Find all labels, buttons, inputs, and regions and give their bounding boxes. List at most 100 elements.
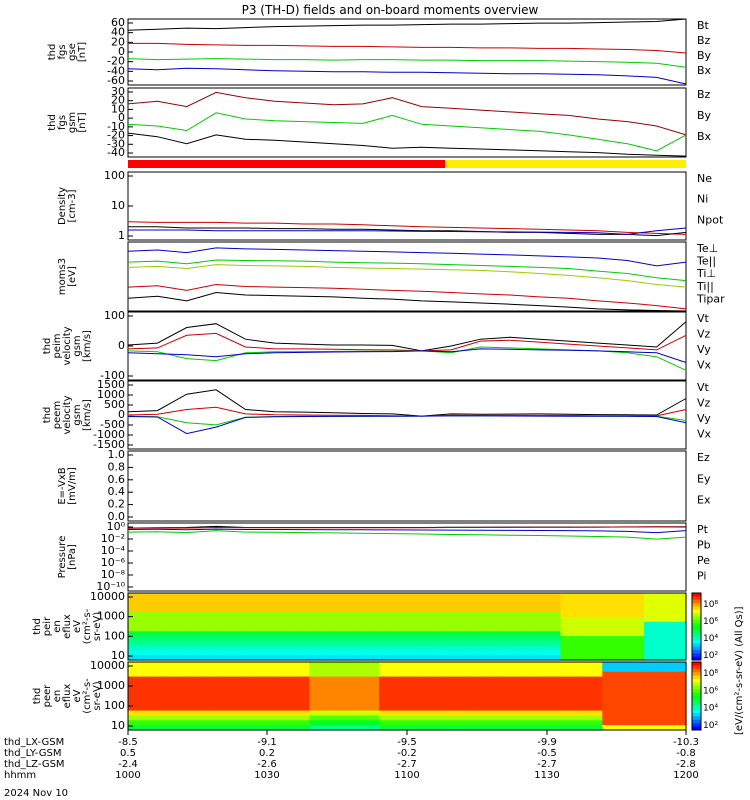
- spectrogram-cell: [504, 626, 520, 632]
- y-tick-label: -40: [107, 146, 125, 159]
- spectrogram-cell: [393, 705, 408, 712]
- y-tick-label: 10: [111, 102, 125, 115]
- spectrogram-cell: [128, 691, 143, 697]
- spectrogram-cell: [309, 621, 324, 628]
- legend-Bx: Bx: [697, 64, 712, 77]
- spectrogram-cell: [476, 650, 492, 656]
- y-tick-label: 0: [118, 45, 125, 58]
- spectrogram-cell: [434, 720, 450, 726]
- spectrogram-cell: [197, 626, 213, 632]
- spectrogram-cell: [281, 715, 296, 721]
- spectrogram-cell: [128, 700, 143, 707]
- y-axis-label: thd: [47, 44, 58, 61]
- colorbar-swatch: [692, 599, 701, 604]
- spectrogram-cell: [560, 662, 575, 668]
- colorbar-frame: [691, 592, 702, 661]
- y-axis-label: Pressure: [57, 536, 68, 579]
- spectrogram-cell: [211, 612, 227, 618]
- spectrogram-cell: [155, 631, 171, 637]
- spectrogram-cell: [462, 662, 478, 668]
- legend-Pb: Pb: [697, 539, 711, 552]
- colorbar-swatch: [692, 643, 701, 648]
- spectrogram-cell: [169, 710, 185, 717]
- spectrogram-cell: [574, 691, 589, 697]
- colorbar-swatch: [692, 713, 701, 717]
- spectrogram-cell: [197, 691, 213, 697]
- spectrogram-cell: [588, 681, 603, 687]
- y-axis-label: (cm²-s-: [82, 678, 93, 714]
- spectrogram-cell: [309, 650, 324, 656]
- spectrogram-cell: [128, 681, 143, 687]
- spectrogram-cell: [128, 686, 143, 692]
- spectrogram-cell: [295, 602, 310, 608]
- spectrogram-cell: [448, 607, 464, 613]
- spectrogram-cell: [197, 710, 213, 717]
- y-tick-label: 10000: [90, 659, 125, 672]
- spectrogram-cell: [490, 696, 506, 702]
- series-line-Vx: [127, 415, 687, 435]
- y-axis-label: fgs: [57, 44, 68, 59]
- spectrogram-cell: [365, 597, 380, 604]
- legend-Npot: Npot: [697, 213, 724, 226]
- spectrogram-cell: [393, 612, 408, 618]
- y-tick-label: 0.0: [108, 510, 126, 523]
- spectrogram-cell: [420, 636, 436, 642]
- spectrogram-cell: [434, 602, 450, 608]
- spectrogram-cell: [490, 681, 506, 687]
- spectrogram-cell: [476, 725, 492, 731]
- spectrogram-cell: [672, 593, 687, 599]
- y-axis-label: E=-VxB: [57, 467, 68, 504]
- spectrogram-cell: [518, 715, 534, 721]
- spectrogram-cell: [420, 631, 436, 637]
- spectrogram-cell: [197, 616, 213, 623]
- spectrogram-cell: [197, 662, 213, 668]
- spectrogram-cell: [560, 636, 575, 642]
- y-tick-label: 10: [111, 649, 125, 662]
- colorbar-swatch: [692, 613, 701, 617]
- spectrogram-cell: [602, 725, 617, 731]
- spectrogram-cell: [532, 662, 548, 668]
- spectrogram-cell: [281, 655, 296, 661]
- ephemeris-value: -9.9: [537, 737, 557, 748]
- spectrogram-cell: [630, 636, 645, 642]
- colorbar-swatch: [692, 633, 701, 638]
- spectrogram-cell: [644, 626, 659, 632]
- spectrogram-cell: [616, 662, 631, 668]
- spectrogram-cell: [281, 650, 296, 656]
- spectrogram-cell: [504, 597, 520, 604]
- spectrogram-cell: [448, 626, 464, 632]
- spectrogram-cell: [574, 700, 589, 707]
- series-line-Ne: [127, 221, 687, 235]
- spectrogram-cell: [476, 720, 492, 726]
- y-axis-label: gsm: [72, 404, 83, 425]
- y-axis-label: thd: [47, 114, 58, 131]
- spectrogram-cell: [448, 612, 464, 618]
- spectrogram-cell: [393, 650, 408, 656]
- spectrogram-cell: [420, 725, 436, 731]
- spectrogram-cell: [155, 602, 171, 608]
- ephemeris-value: 1200: [673, 770, 698, 781]
- spectrogram-cell: [672, 636, 687, 642]
- spectrogram-cell: [672, 666, 687, 673]
- spectrogram-cell: [183, 650, 199, 656]
- spectrogram-cell: [128, 696, 143, 702]
- spectrogram-cell: [197, 700, 213, 707]
- spectrogram-cell: [128, 645, 143, 652]
- spectrogram-cell: [225, 710, 241, 717]
- spectrogram-cell: [672, 597, 687, 604]
- colorbar-swatch: [692, 639, 701, 644]
- y-tick-label: 10: [111, 719, 125, 732]
- spectrogram-cell: [141, 705, 157, 712]
- spectrogram-cell: [169, 655, 185, 661]
- spectrogram-cell: [616, 650, 631, 656]
- spectrogram-cell: [602, 597, 617, 604]
- spectrogram-cell: [295, 725, 310, 731]
- spectrogram-cell: [462, 715, 478, 721]
- spectrogram-cell: [630, 671, 645, 678]
- spectrogram-cell: [658, 621, 673, 628]
- spectrogram-cell: [490, 607, 506, 613]
- spectrogram-cell: [267, 686, 283, 692]
- spectrogram-cell: [420, 710, 436, 717]
- spectrogram-cell: [351, 705, 366, 712]
- spectrogram-cell: [546, 640, 562, 647]
